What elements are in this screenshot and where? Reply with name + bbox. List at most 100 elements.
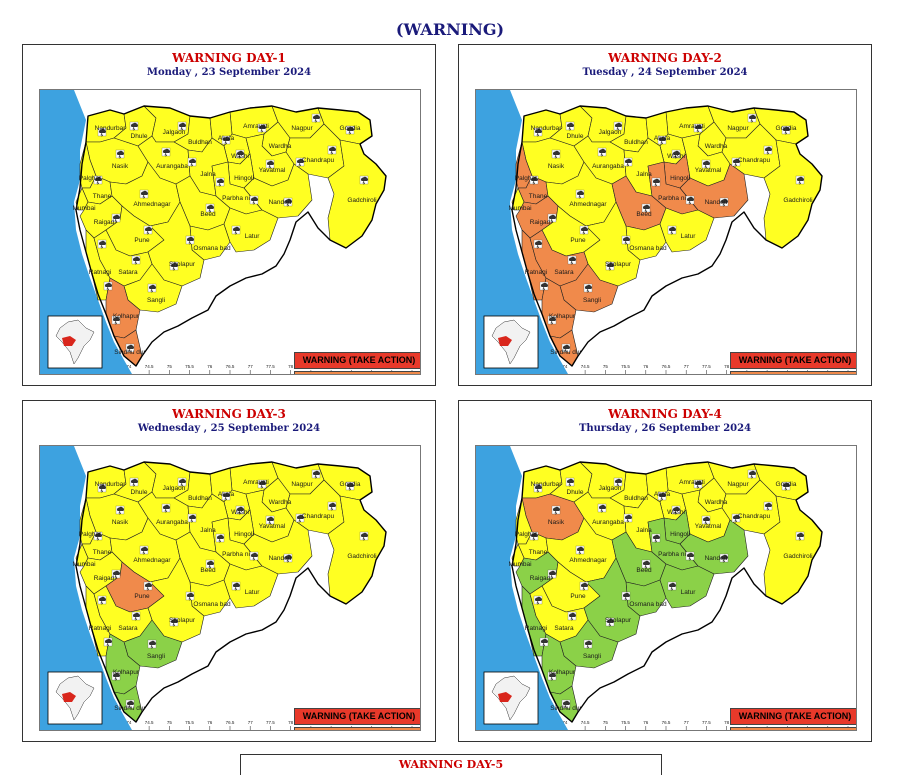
thunderstorm-icon <box>693 123 703 133</box>
district-label-sangli: Sangli <box>583 297 601 304</box>
thunderstorm-icon <box>311 113 321 123</box>
district-label-yavatmal: Yavatmal <box>259 523 286 530</box>
district-label-nandurbar: Nandurbar <box>95 481 127 488</box>
thunderstorm-icon <box>215 533 225 543</box>
arabian-sea <box>476 446 568 730</box>
thunderstorm-icon <box>345 125 355 135</box>
thunderstorm-icon <box>97 483 107 493</box>
thunderstorm-icon <box>295 513 305 523</box>
thunderstorm-icon <box>551 149 561 159</box>
district-label-akola: Akola <box>654 135 671 142</box>
district-label-buldhana: Buldhan <box>624 139 648 146</box>
panel-date: Wednesday , 25 September 2024 <box>137 423 321 434</box>
map-svg: 7272.57373.57474.57575.57676.57777.57878… <box>40 446 415 730</box>
thunderstorm-icon <box>547 569 557 579</box>
x-tick-label: 75 <box>167 364 173 369</box>
district-label-latur: Latur <box>245 589 261 596</box>
thunderstorm-icon <box>131 255 141 265</box>
thunderstorm-icon <box>129 121 139 131</box>
x-tick-label: 77 <box>684 364 690 369</box>
thunderstorm-icon <box>257 479 267 489</box>
thunderstorm-icon <box>131 611 141 621</box>
district-label-dhule: Dhule <box>567 489 584 496</box>
district-label-aurangabad: Aurangaba <box>592 163 624 170</box>
x-tick-label: 75 <box>603 720 609 725</box>
thunderstorm-icon <box>763 145 773 155</box>
arabian-sea <box>476 90 568 374</box>
thunderstorm-icon <box>111 569 121 579</box>
legend-item-alert: ALERT (BE PREPARED) <box>294 371 420 374</box>
thunderstorm-icon <box>719 197 729 207</box>
x-tick-label: 76.5 <box>226 364 235 369</box>
district-label-mumbai: Mumbai <box>508 205 531 212</box>
thunderstorm-icon <box>795 175 805 185</box>
district-label-amravati: Amravati <box>243 123 269 130</box>
district-label-solapur: Sholapur <box>605 261 632 268</box>
thunderstorm-icon <box>257 123 267 133</box>
district-label-raigad: Raigad <box>530 219 551 226</box>
district-label-buldhana: Buldhan <box>624 495 648 502</box>
panel-date: Tuesday , 24 September 2024 <box>582 67 748 78</box>
thunderstorm-icon <box>547 213 557 223</box>
thunderstorm-icon <box>187 513 197 523</box>
thunderstorm-icon <box>565 477 575 487</box>
thunderstorm-icon <box>115 505 125 515</box>
x-tick-label: 75.5 <box>185 720 194 725</box>
x-tick-label: 74.5 <box>145 364 154 369</box>
x-tick-label: 77 <box>684 720 690 725</box>
thunderstorm-icon <box>235 505 245 515</box>
thunderstorm-icon <box>623 157 633 167</box>
x-tick-label: 75 <box>167 720 173 725</box>
thunderstorm-icon <box>185 235 195 245</box>
thunderstorm-icon <box>111 213 121 223</box>
legend-item-warning: WARNING (TAKE ACTION) <box>294 352 420 369</box>
thunderstorm-icon <box>147 639 157 649</box>
district-label-sindhudurg: Sindhu dur <box>114 705 146 712</box>
district-label-beed: Beed <box>200 211 216 218</box>
thunderstorm-icon <box>265 515 275 525</box>
district-label-osmanabad: Osmana bad <box>629 601 667 608</box>
district-label-washim: Washi <box>231 153 249 160</box>
district-label-gadchiroli: Gadchiroli <box>347 197 376 204</box>
district-label-chandrapur: Chandrapu <box>302 513 335 520</box>
thunderstorm-icon <box>561 343 571 353</box>
district-label-nandurbar: Nandurbar <box>531 481 563 488</box>
thunderstorm-icon <box>671 505 681 515</box>
panel-date: Monday , 23 September 2024 <box>146 67 312 78</box>
thunderstorm-icon <box>345 481 355 491</box>
district-label-ahmednagar: Ahmednagar <box>133 557 171 564</box>
thunderstorm-icon <box>575 189 585 199</box>
district-label-pune: Pune <box>570 237 586 244</box>
district-label-latur: Latur <box>681 233 697 240</box>
thunderstorm-icon <box>529 175 539 185</box>
district-latur <box>659 207 715 253</box>
thunderstorm-icon <box>533 127 543 137</box>
district-map: 7272.57373.57474.57575.57676.57777.57878… <box>475 445 857 731</box>
warning-legend: WARNING (TAKE ACTION) ALERT (BE PREPARED)… <box>730 708 856 730</box>
district-label-wardha: Wardha <box>705 143 728 150</box>
state-boundary <box>511 461 823 723</box>
warning-panel-day-2: WARNING DAY-2 Tuesday , 24 September 2024… <box>458 44 872 386</box>
thunderstorm-icon <box>657 135 667 145</box>
legend-item-alert: ALERT (BE PREPARED) <box>730 727 856 730</box>
thunderstorm-icon <box>539 637 549 647</box>
district-label-kolhapur: Kolhapur <box>549 669 576 676</box>
thunderstorm-icon <box>575 545 585 555</box>
district-label-kolhapur: Kolhapur <box>113 669 140 676</box>
thunderstorm-icon <box>539 281 549 291</box>
x-tick-label: 75 <box>603 364 609 369</box>
thunderstorm-icon <box>177 477 187 487</box>
district-label-satara: Satara <box>554 625 574 632</box>
district-map: 7272.57373.57474.57575.57676.57777.57878… <box>475 89 857 375</box>
thunderstorm-icon <box>605 617 615 627</box>
x-tick-label: 76 <box>643 720 649 725</box>
district-label-raigad: Raigad <box>94 219 115 226</box>
thunderstorm-icon <box>763 501 773 511</box>
thunderstorm-icon <box>295 157 305 167</box>
district-label-amravati: Amravati <box>243 479 269 486</box>
district-label-nanded: Nanded <box>705 555 728 562</box>
thunderstorm-icon <box>613 121 623 131</box>
district-label-gondia: Gondia <box>340 125 361 132</box>
legend-item-warning: WARNING (TAKE ACTION) <box>730 708 856 725</box>
district-label-nagpur: Nagpur <box>291 481 313 488</box>
